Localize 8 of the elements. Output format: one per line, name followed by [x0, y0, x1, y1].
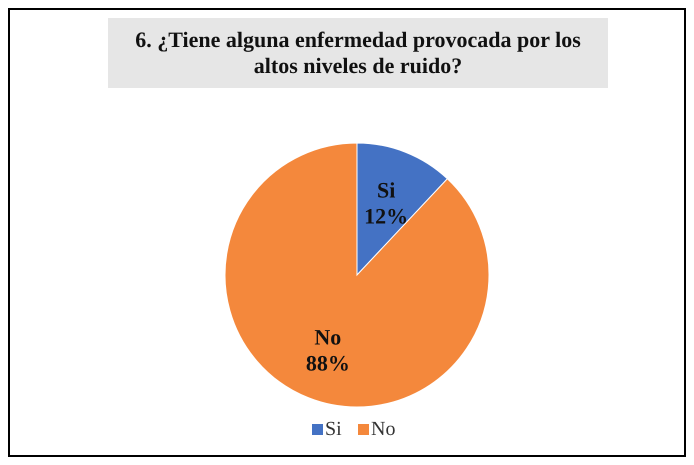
slice-label: Si — [376, 177, 396, 202]
slice-label: No — [314, 324, 342, 350]
data-label: 88% — [306, 350, 350, 376]
legend-label: Si — [325, 418, 342, 440]
legend-label: No — [371, 418, 396, 440]
pie-slice — [224, 142, 490, 408]
data-label: 12% — [364, 203, 408, 228]
chart-title: 6. ¿Tiene alguna enfermedad provocada por los altos niveles de ruido? — [135, 27, 582, 78]
